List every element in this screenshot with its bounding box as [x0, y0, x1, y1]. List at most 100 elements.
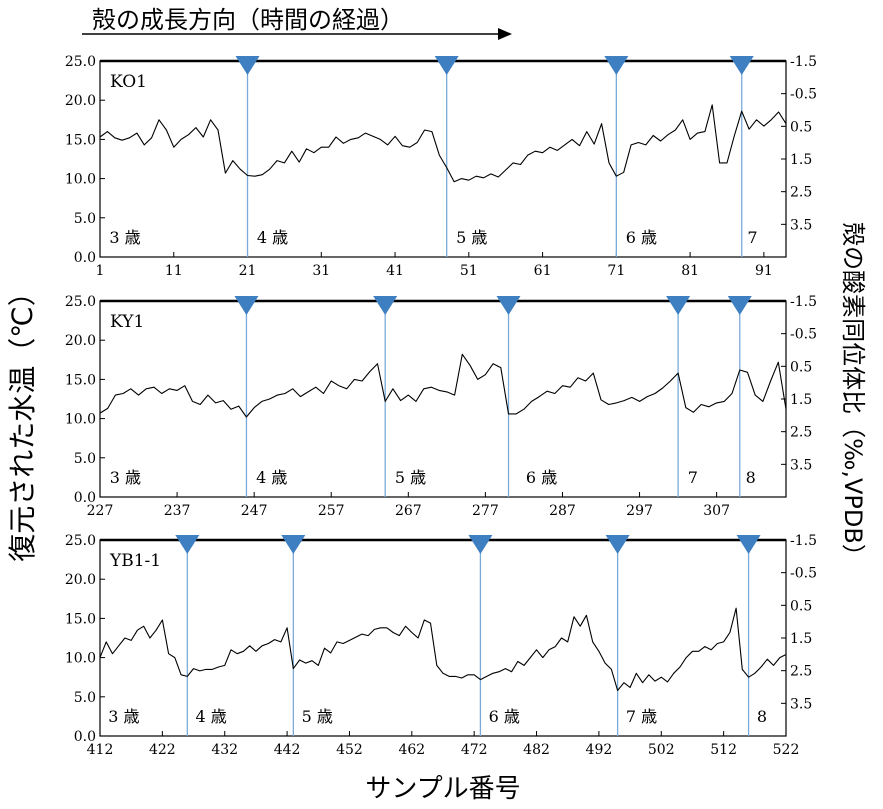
x-tick-label: 91 — [755, 263, 773, 279]
panels: 0.05.010.015.020.025.0 -1.5-0.50.51.52.53… — [65, 54, 817, 758]
left-tick-label: 0.0 — [74, 250, 96, 266]
left-tick-label: 10.0 — [65, 651, 96, 667]
x-tick-label: 492 — [586, 742, 613, 758]
annual-marker-triangle — [175, 535, 200, 554]
left-tick-label: 20.0 — [65, 333, 96, 349]
panel-ko1: 0.0 5.0 10.0 15.0 20.0 25.0 -1.5 -0.5 0.5 1.5 2.5 3… — [65, 54, 817, 279]
right-tick-label: 3.5 — [790, 217, 812, 233]
right-tick-label: -0.5 — [790, 566, 817, 582]
left-tick-label: 0.0 — [74, 729, 96, 745]
age-label: 6 歳 — [526, 468, 557, 487]
x-tick-label: 41 — [386, 263, 404, 279]
annual-marker-triangle — [729, 56, 754, 75]
right-tick-label: 1.5 — [790, 152, 812, 168]
x-tick-label: 287 — [549, 503, 576, 519]
right-tick-label: -0.5 — [790, 327, 817, 343]
left-axis-label: 復元された水温（℃） — [6, 278, 39, 561]
left-tick-label: 5.0 — [74, 451, 96, 467]
right-tick-label: 1.5 — [790, 392, 812, 408]
right-tick-label: -1.5 — [790, 54, 817, 70]
panel-label: KY1 — [110, 312, 144, 332]
left-tick-label: 20.0 — [65, 93, 96, 109]
left-tick-label: 25.0 — [65, 54, 96, 70]
temperature-series-line — [99, 104, 787, 183]
x-tick-label: 297 — [626, 503, 653, 519]
x-tick-label: 422 — [149, 742, 176, 758]
x-tick-label: 522 — [773, 742, 800, 758]
x-tick-label: 61 — [534, 263, 552, 279]
left-tick-label: 10.0 — [65, 172, 96, 188]
panel-label: YB1-1 — [109, 551, 161, 571]
annual-marker-triangle — [234, 296, 259, 315]
right-tick-label: 2.5 — [790, 185, 812, 201]
plot-frame — [99, 60, 787, 258]
x-tick-label: 452 — [336, 742, 363, 758]
panel-ky1: 0.0 5.0 10.0 15.0 20.0 25.0 -1.5 -0.5 0.5 1.5 2.5 3… — [65, 294, 817, 519]
x-tick-label: 11 — [165, 263, 183, 279]
right-tick-label: 2.5 — [790, 664, 812, 680]
age-label: 3 歳 — [109, 228, 140, 247]
age-label: 5 歳 — [395, 468, 426, 487]
annual-marker-triangle — [736, 535, 761, 554]
age-label: 6 歳 — [489, 707, 520, 726]
x-tick-label: 277 — [472, 503, 499, 519]
annual-marker-triangle — [235, 56, 260, 75]
annual-marker-triangle — [281, 535, 306, 554]
annual-marker-triangle — [666, 296, 691, 315]
x-tick-label: 21 — [239, 263, 257, 279]
age-label: 7 — [688, 468, 698, 487]
x-tick-label: 267 — [395, 503, 422, 519]
x-tick-label: 71 — [607, 263, 625, 279]
left-tick-label: 5.0 — [74, 690, 96, 706]
age-label: 8 — [757, 707, 767, 726]
x-tick-label: 432 — [211, 742, 238, 758]
right-tick-label: 3.5 — [790, 457, 812, 473]
annual-marker-triangle — [496, 296, 521, 315]
age-label: 3 歳 — [108, 707, 139, 726]
annual-marker-triangle — [604, 56, 629, 75]
x-axis-label: サンプル番号 — [365, 774, 520, 804]
annual-marker-triangle — [468, 535, 493, 554]
x-tick-label: 482 — [523, 742, 550, 758]
right-axis-label: 殻の酸素同位体比（‰,VPDB） — [839, 222, 867, 568]
plot-frame — [99, 300, 787, 498]
right-tick-label: -1.5 — [790, 533, 817, 549]
age-label: 5 歳 — [456, 228, 487, 247]
left-tick-label: 5.0 — [74, 211, 96, 227]
age-label: 4 歳 — [196, 707, 227, 726]
right-tick-label: 1.5 — [790, 631, 812, 647]
left-tick-label: 15.0 — [65, 372, 96, 388]
temperature-series-line — [99, 607, 787, 692]
annual-marker-triangle — [434, 56, 459, 75]
right-tick-label: -0.5 — [790, 87, 817, 103]
right-tick-label: 0.5 — [790, 598, 812, 614]
x-tick-label: 307 — [703, 503, 730, 519]
x-tick-label: 512 — [710, 742, 737, 758]
annual-marker-triangle — [373, 296, 398, 315]
left-tick-label: 25.0 — [65, 533, 96, 549]
left-tick-label: 15.0 — [65, 132, 96, 148]
temperature-series-line — [99, 353, 787, 418]
x-tick-label: 1 — [96, 263, 105, 279]
x-tick-label: 472 — [461, 742, 488, 758]
right-tick-label: 3.5 — [790, 696, 812, 712]
left-tick-label: 10.0 — [65, 412, 96, 428]
panel-yb1-1: 0.0 5.0 10.0 15.0 20.0 25.0 -1.5 -0.5 0.5 1.5 2.5 3… — [65, 533, 817, 758]
x-tick-label: 227 — [87, 503, 114, 519]
age-label: 4 歳 — [257, 228, 288, 247]
left-tick-label: 0.0 — [74, 490, 96, 506]
x-tick-label: 462 — [398, 742, 425, 758]
age-label: 6 歳 — [626, 228, 657, 247]
left-tick-label: 20.0 — [65, 572, 96, 588]
right-tick-label: 0.5 — [790, 119, 812, 135]
right-tick-label: 0.5 — [790, 359, 812, 375]
x-tick-label: 247 — [241, 503, 268, 519]
age-label: 7 歳 — [626, 707, 657, 726]
x-tick-label: 412 — [87, 742, 114, 758]
x-tick-label: 51 — [460, 263, 478, 279]
growth-direction-arrow-head — [498, 28, 512, 40]
x-tick-label: 31 — [312, 263, 330, 279]
age-label: 5 歳 — [302, 707, 333, 726]
age-label: 8 — [746, 468, 756, 487]
